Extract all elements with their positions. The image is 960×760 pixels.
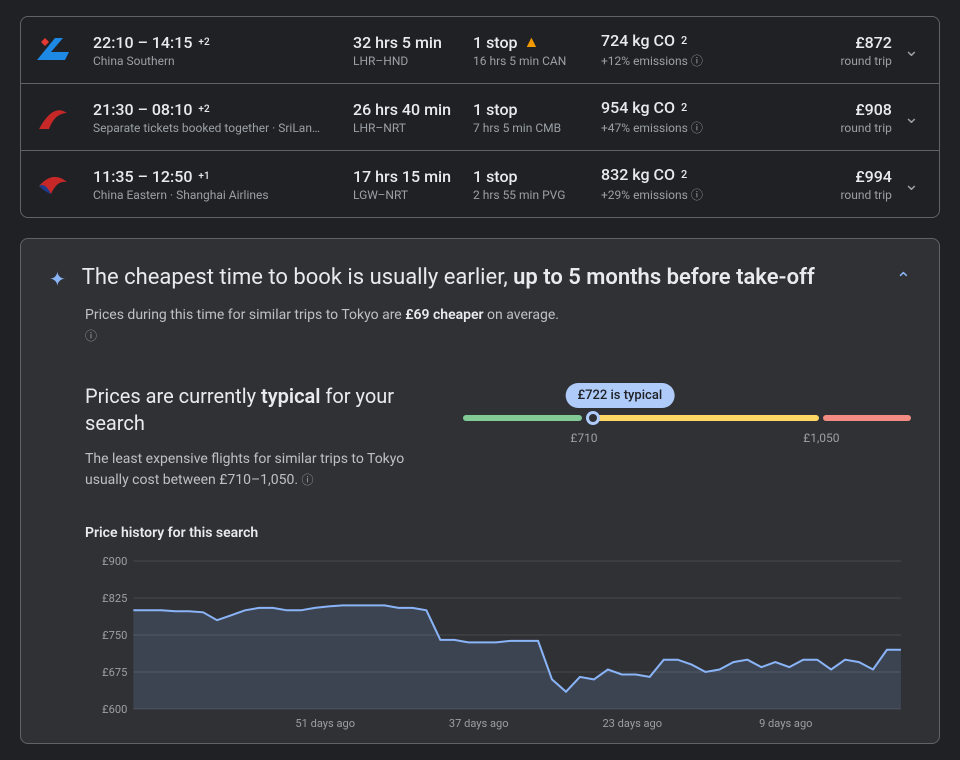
- emissions-value: 954 kg CO2: [601, 98, 741, 117]
- info-icon[interactable]: ⓘ: [691, 188, 703, 202]
- flight-route: LHR–NRT: [353, 121, 473, 135]
- airline-name: Separate tickets booked together · SriLa…: [93, 121, 353, 135]
- price-history-chart: £900 £825 £750 £675 £600 51 days ago 37 days a…: [85, 553, 911, 733]
- flight-times: 11:35 – 12:50+1: [93, 167, 353, 186]
- info-icon[interactable]: ⓘ: [691, 54, 703, 68]
- emissions-value: 724 kg CO2: [601, 31, 741, 50]
- price-type: round trip: [741, 54, 892, 68]
- svg-text:51 days ago: 51 days ago: [295, 717, 355, 730]
- flight-duration: 17 hrs 15 min: [353, 167, 473, 186]
- insight-title-bold: up to 5 months before take-off: [513, 265, 815, 290]
- price-type: round trip: [741, 188, 892, 202]
- price-history-heading: Price history for this search: [85, 525, 911, 541]
- airline-name: China Eastern · Shanghai Airlines: [93, 188, 353, 202]
- emissions-delta: +47% emissions ⓘ: [601, 119, 741, 136]
- flight-duration: 26 hrs 40 min: [353, 100, 473, 119]
- layover: 2 hrs 55 min PVG: [473, 188, 601, 202]
- svg-text:37 days ago: 37 days ago: [449, 717, 509, 730]
- expand-chevron-icon[interactable]: ⌄: [904, 40, 919, 61]
- insight-title: The cheapest time to book is usually ear…: [82, 263, 880, 293]
- price-insight-card: ✦ The cheapest time to book is usually e…: [20, 238, 940, 744]
- layover: 16 hrs 5 min CAN: [473, 54, 601, 68]
- gauge-segment: [586, 415, 819, 421]
- info-icon[interactable]: ⓘ: [85, 329, 97, 343]
- airline-logo: [35, 32, 71, 68]
- expand-chevron-icon[interactable]: ⌄: [904, 107, 919, 128]
- flight-stops: 1 stop: [473, 167, 601, 186]
- flight-stops: 1 stop ▲: [473, 32, 601, 52]
- svg-text:£825: £825: [102, 592, 127, 605]
- collapse-chevron-icon[interactable]: ⌃: [896, 269, 911, 290]
- price-type: round trip: [741, 121, 892, 135]
- info-icon[interactable]: ⓘ: [302, 473, 314, 487]
- info-icon[interactable]: ⓘ: [691, 121, 703, 135]
- flight-times: 22:10 – 14:15+2: [93, 33, 353, 52]
- insight-subtext: Prices during this time for similar trip…: [85, 305, 911, 347]
- flight-duration: 32 hrs 5 min: [353, 33, 473, 52]
- sparkle-icon: ✦: [49, 267, 66, 291]
- flight-price: £994: [741, 167, 892, 186]
- flight-row[interactable]: 11:35 – 12:50+1 China Eastern · Shanghai…: [21, 151, 939, 217]
- svg-text:£600: £600: [102, 703, 127, 716]
- flight-row[interactable]: 22:10 – 14:15+2 China Southern 32 hrs 5 …: [21, 17, 939, 84]
- svg-text:23 days ago: 23 days ago: [602, 717, 662, 730]
- flight-price: £908: [741, 100, 892, 119]
- emissions-delta: +29% emissions ⓘ: [601, 186, 741, 203]
- flight-route: LGW–NRT: [353, 188, 473, 202]
- expand-chevron-icon[interactable]: ⌄: [904, 174, 919, 195]
- gauge-high-label: £1,050: [803, 431, 839, 445]
- price-gauge: £722 is typical £710 £1,050: [463, 383, 911, 491]
- svg-text:£900: £900: [102, 555, 127, 568]
- flight-results-list: 22:10 – 14:15+2 China Southern 32 hrs 5 …: [20, 16, 940, 218]
- airline-logo: [35, 166, 71, 202]
- svg-text:9 days ago: 9 days ago: [759, 717, 812, 730]
- gauge-marker: [586, 411, 600, 425]
- gauge-low-label: £710: [570, 431, 597, 445]
- insight-title-prefix: The cheapest time to book is usually ear…: [82, 265, 513, 290]
- flight-times: 21:30 – 08:10+2: [93, 100, 353, 119]
- emissions-delta: +12% emissions ⓘ: [601, 52, 741, 69]
- layover: 7 hrs 5 min CMB: [473, 121, 601, 135]
- gauge-segment: [463, 415, 582, 421]
- svg-text:£750: £750: [102, 629, 127, 642]
- warning-icon: ▲: [524, 32, 540, 52]
- flight-stops: 1 stop: [473, 100, 601, 119]
- emissions-value: 832 kg CO2: [601, 165, 741, 184]
- gauge-segment: [823, 415, 911, 421]
- flight-row[interactable]: 21:30 – 08:10+2 Separate tickets booked …: [21, 84, 939, 151]
- flight-price: £872: [741, 33, 892, 52]
- flight-route: LHR–HND: [353, 54, 473, 68]
- price-typical-desc: The least expensive flights for similar …: [85, 449, 415, 491]
- airline-name: China Southern: [93, 54, 353, 68]
- airline-logo: [35, 99, 71, 135]
- gauge-badge: £722 is typical: [565, 383, 674, 408]
- svg-text:£675: £675: [102, 666, 127, 679]
- price-typical-heading: Prices are currently typical for your se…: [85, 383, 415, 437]
